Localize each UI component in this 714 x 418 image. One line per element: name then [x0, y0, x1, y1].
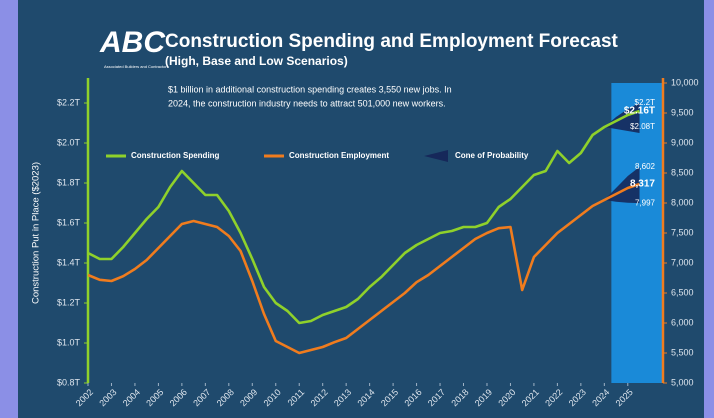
y-tick-label: $0.8T	[57, 377, 81, 387]
y-tick-label: $2.2T	[57, 97, 81, 107]
end-label: $2.08T	[630, 122, 655, 131]
y-tick-label: $1.4T	[57, 257, 81, 267]
legend-label: Cone of Probability	[455, 151, 529, 160]
logo-subtitle: Associated Builders and Contractors	[104, 64, 169, 69]
legend-label: Construction Spending	[131, 151, 220, 160]
series-line	[87, 109, 640, 325]
panel	[18, 0, 704, 418]
y-tick-label: $1.6T	[57, 217, 81, 227]
y-tick-label: $2.0T	[57, 137, 81, 147]
y2-tick-label: 8,500	[671, 167, 694, 177]
y2-tick-label: 5,500	[671, 347, 694, 357]
legend-swatch	[424, 150, 448, 162]
legend-label: Construction Employment	[289, 151, 389, 160]
annotation: $1 billion in additional construction sp…	[168, 84, 452, 94]
end-label: 8,317	[630, 179, 655, 190]
y-tick-label: $1.8T	[57, 177, 81, 187]
logo: ABC	[99, 26, 166, 59]
y-tick-label: $1.2T	[57, 297, 81, 307]
y2-tick-label: 9,500	[671, 107, 694, 117]
y2-tick-label: 10,000	[671, 77, 699, 87]
chart-subtitle: (High, Base and Low Scenarios)	[165, 54, 348, 68]
y2-tick-label: 7,500	[671, 227, 694, 237]
series-line	[87, 182, 640, 355]
y2-tick-label: 7,000	[671, 257, 694, 267]
y2-tick-label: 6,500	[671, 287, 694, 297]
forecast-shade	[611, 83, 663, 383]
end-label: 8,602	[635, 162, 656, 171]
y2-tick-label: 6,000	[671, 317, 694, 327]
y2-tick-label: 9,000	[671, 137, 694, 147]
end-label: $2.16T	[624, 106, 655, 117]
y2-tick-label: 5,000	[671, 377, 694, 387]
end-label: 7,997	[635, 198, 656, 207]
y2-tick-label: 8,000	[671, 197, 694, 207]
y-axis-label: Construction Put in Place ($2023)	[31, 162, 42, 304]
chart-title: Construction Spending and Employment For…	[165, 31, 619, 52]
y-tick-label: $1.0T	[57, 337, 81, 347]
annotation: 2024, the construction industry needs to…	[168, 98, 446, 108]
end-label: $2.2T	[635, 98, 656, 107]
